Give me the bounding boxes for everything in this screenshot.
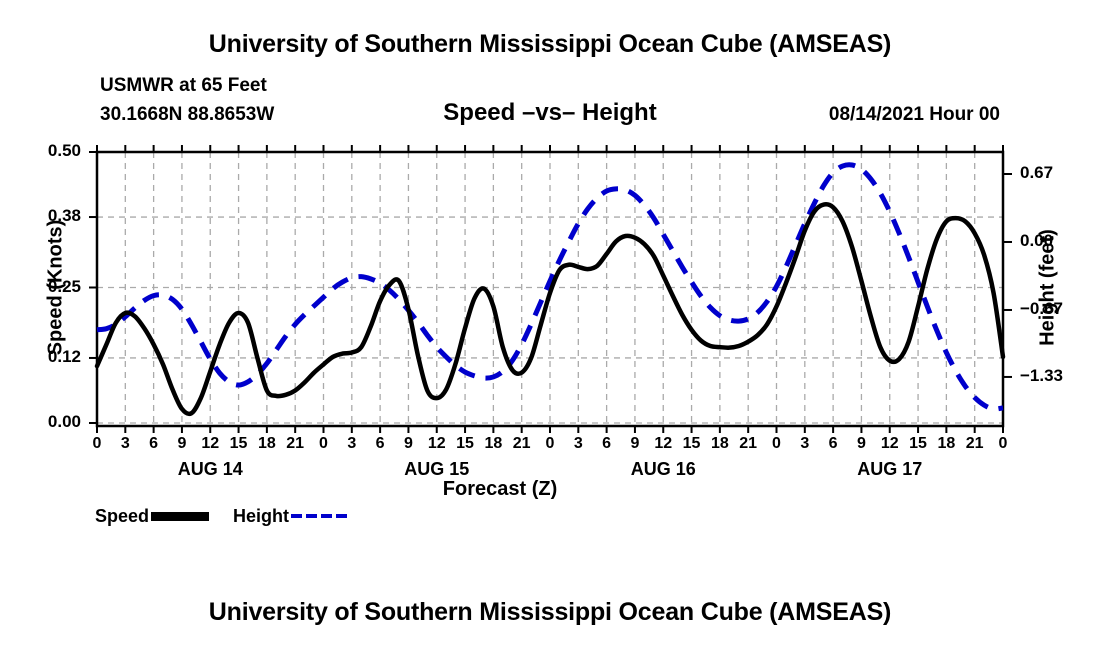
x-axis-ticklabel: 21 <box>286 435 305 452</box>
x-axis-ticklabel: 6 <box>375 435 385 452</box>
y-axis-left-ticklabel: 0.00 <box>47 412 81 431</box>
station-coordinates-label: 30.1668N 88.8653W <box>100 104 275 125</box>
x-axis-ticklabel: 12 <box>880 435 899 452</box>
x-axis-ticklabel: 12 <box>654 435 673 452</box>
x-axis-ticklabel: 15 <box>909 435 927 452</box>
x-axis-ticklabel: 6 <box>149 435 159 452</box>
y-axis-right-ticklabel: −0.67 <box>1020 298 1064 318</box>
chart-legend: Speed Height <box>95 505 350 527</box>
model-run-timestamp: 08/14/2021 Hour 00 <box>828 104 1000 125</box>
x-axis-day-label: AUG 16 <box>630 459 696 479</box>
x-axis-ticklabel: 18 <box>937 435 956 452</box>
x-axis-day-label: AUG 15 <box>404 459 470 479</box>
x-axis-ticklabel: 3 <box>347 435 357 452</box>
station-depth-label: USMWR at 65 Feet <box>100 75 267 96</box>
legend-swatch-speed <box>151 511 210 521</box>
height-series-line <box>96 162 1004 412</box>
x-axis-ticklabel: 3 <box>120 435 130 452</box>
x-axis-ticklabel: 0 <box>998 435 1008 452</box>
x-axis-ticklabel: 6 <box>602 435 612 452</box>
y-axis-left-ticklabel: 0.50 <box>47 141 81 160</box>
x-axis-ticklabel: 0 <box>772 435 781 452</box>
x-axis-ticklabel: 21 <box>965 435 984 452</box>
x-axis-ticklabel: 0 <box>92 435 102 452</box>
y-axis-right-ticklabel: −1.33 <box>1020 365 1064 385</box>
x-axis-ticklabel: 15 <box>682 435 701 452</box>
x-axis-ticklabel: 18 <box>257 435 276 452</box>
plot-subtitle: Speed –vs– Height <box>443 99 657 126</box>
x-axis-ticklabel: 18 <box>484 435 503 452</box>
x-axis-day-label: AUG 17 <box>857 459 923 479</box>
page-title-bottom: University of Southern Mississippi Ocean… <box>208 598 892 626</box>
legend-label-speed: Speed <box>95 505 150 526</box>
legend-swatch-height <box>291 511 350 521</box>
x-axis-ticklabel: 21 <box>739 435 758 452</box>
y-axis-left-ticklabel: 0.38 <box>47 206 81 226</box>
x-axis-ticklabel: 0 <box>319 435 328 452</box>
x-axis-ticklabel: 15 <box>229 435 248 452</box>
x-axis-ticklabel: 9 <box>856 435 866 452</box>
legend-label-height: Height <box>233 505 290 526</box>
x-axis-ticklabel: 3 <box>800 435 810 452</box>
x-axis-ticklabel: 15 <box>456 435 474 452</box>
y-axis-right-ticklabel: 0.00 <box>1020 230 1054 250</box>
x-axis-ticklabel: 6 <box>828 435 838 452</box>
x-axis-ticklabel: 12 <box>427 435 446 452</box>
y-axis-right-ticklabel: 0.67 <box>1020 162 1054 182</box>
x-axis-title: Forecast (Z) <box>442 478 558 500</box>
x-axis-ticklabel: 21 <box>512 435 531 452</box>
x-axis-ticklabel: 12 <box>201 435 220 452</box>
y-axis-left-ticklabel: 0.25 <box>47 276 81 296</box>
speed-series-line <box>94 202 1006 417</box>
x-axis-day-label: AUG 14 <box>177 459 243 479</box>
plot-frame <box>95 150 1005 428</box>
page-title-top: University of Southern Mississippi Ocean… <box>208 30 892 58</box>
x-axis-ticklabel: 9 <box>630 435 640 452</box>
x-axis-ticklabel: 0 <box>545 435 555 452</box>
x-axis-ticklabel: 9 <box>403 435 413 452</box>
x-axis-ticklabel: 18 <box>710 435 729 452</box>
y-axis-left-ticklabel: 0.12 <box>47 346 81 366</box>
x-axis-ticklabel: 9 <box>177 435 187 452</box>
x-axis-ticklabel: 3 <box>573 435 583 452</box>
